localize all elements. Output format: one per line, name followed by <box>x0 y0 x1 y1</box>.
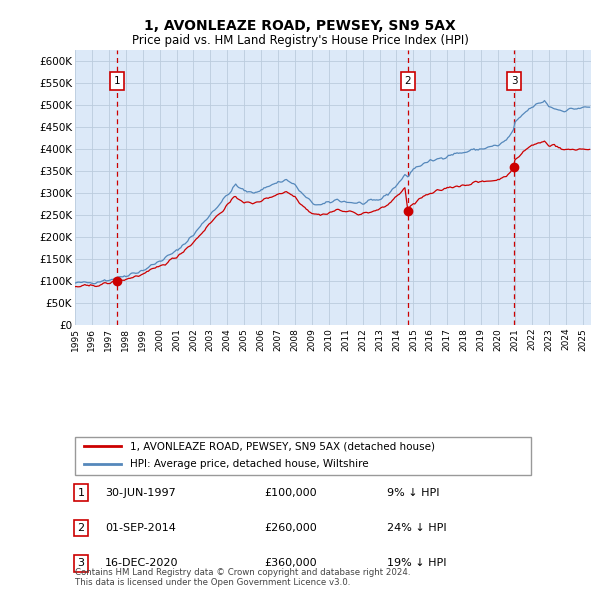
Text: 1, AVONLEAZE ROAD, PEWSEY, SN9 5AX: 1, AVONLEAZE ROAD, PEWSEY, SN9 5AX <box>144 19 456 33</box>
Text: 30-JUN-1997: 30-JUN-1997 <box>105 488 176 497</box>
Text: 01-SEP-2014: 01-SEP-2014 <box>105 523 176 533</box>
Text: 19% ↓ HPI: 19% ↓ HPI <box>387 559 446 568</box>
Text: 3: 3 <box>77 559 85 568</box>
Text: 3: 3 <box>511 76 518 86</box>
Text: 24% ↓ HPI: 24% ↓ HPI <box>387 523 446 533</box>
Text: £360,000: £360,000 <box>264 559 317 568</box>
FancyBboxPatch shape <box>75 437 531 475</box>
Text: HPI: Average price, detached house, Wiltshire: HPI: Average price, detached house, Wilt… <box>130 459 368 469</box>
Text: 9% ↓ HPI: 9% ↓ HPI <box>387 488 439 497</box>
Text: 16-DEC-2020: 16-DEC-2020 <box>105 559 179 568</box>
Text: Price paid vs. HM Land Registry's House Price Index (HPI): Price paid vs. HM Land Registry's House … <box>131 34 469 47</box>
Text: 2: 2 <box>404 76 411 86</box>
Text: 2: 2 <box>77 523 85 533</box>
Text: 1, AVONLEAZE ROAD, PEWSEY, SN9 5AX (detached house): 1, AVONLEAZE ROAD, PEWSEY, SN9 5AX (deta… <box>130 441 435 451</box>
Text: 1: 1 <box>77 488 85 497</box>
Text: 1: 1 <box>114 76 121 86</box>
Text: £260,000: £260,000 <box>264 523 317 533</box>
Text: £100,000: £100,000 <box>264 488 317 497</box>
Text: Contains HM Land Registry data © Crown copyright and database right 2024.
This d: Contains HM Land Registry data © Crown c… <box>75 568 410 587</box>
